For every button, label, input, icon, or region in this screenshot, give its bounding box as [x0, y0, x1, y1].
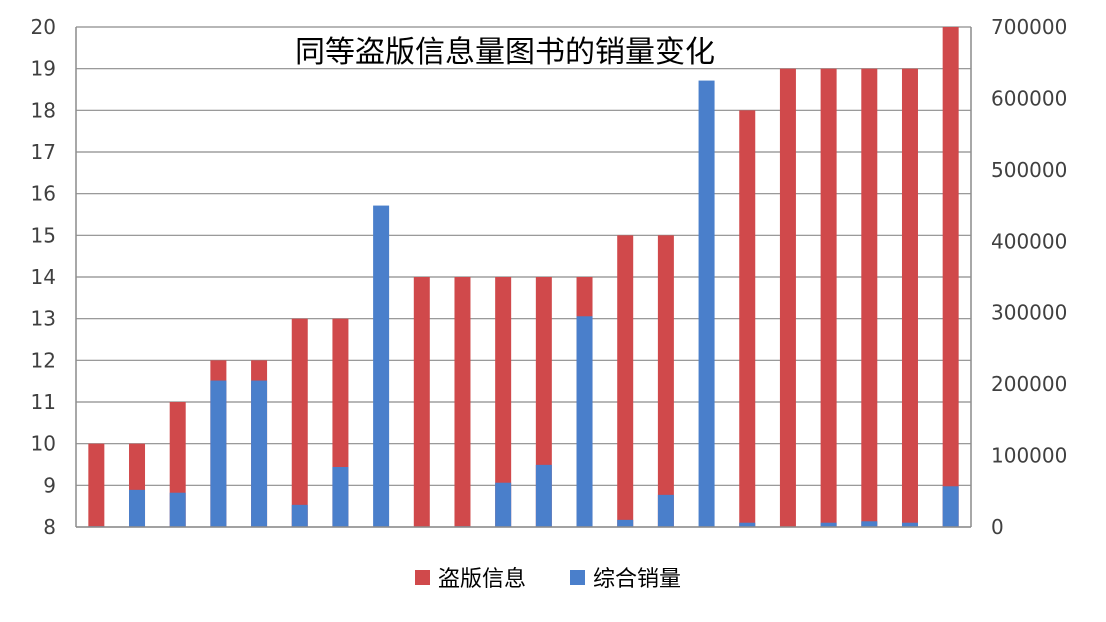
- bar-sales: [657, 494, 674, 527]
- bar-sales: [739, 522, 756, 527]
- right-axis-tick-label: 0: [991, 515, 1004, 539]
- left-axis-tick-label: 16: [31, 182, 56, 206]
- bar-sales: [332, 467, 349, 527]
- bar-piracy: [942, 27, 959, 527]
- axes: 8 9 10 11 12 13 14 15 16 17 18 19 20 0 100000 200000 300…: [31, 15, 1068, 539]
- left-axis-tick-label: 11: [31, 390, 56, 414]
- left-axis-tick-label: 17: [31, 140, 56, 164]
- bar-piracy: [495, 277, 512, 527]
- chart-title: 同等盗版信息量图书的销量变化: [295, 35, 715, 70]
- bar-sales: [901, 522, 918, 527]
- legend-label-sales: 综合销量: [593, 567, 681, 592]
- left-axis-tick-label: 8: [43, 515, 56, 539]
- bar-piracy: [657, 235, 674, 528]
- right-axis-tick-label: 600000: [991, 86, 1067, 110]
- bar-sales: [820, 522, 837, 527]
- legend: 盗版信息 综合销量: [415, 567, 681, 592]
- bar-piracy: [413, 277, 430, 527]
- bar-piracy: [820, 68, 837, 528]
- left-axis-tick-label: 19: [31, 57, 56, 81]
- bar-sales: [861, 521, 878, 527]
- left-axis-tick-label: 18: [31, 98, 56, 122]
- bar-piracy: [617, 235, 634, 528]
- bar-sales: [210, 380, 227, 527]
- bar-piracy: [291, 318, 308, 527]
- bar-sales: [495, 482, 512, 527]
- bar-sales: [291, 504, 308, 527]
- bar-sales: [698, 80, 715, 528]
- bar-piracy: [88, 443, 105, 527]
- left-axis-tick-label: 12: [31, 348, 56, 372]
- left-axis-tick-label: 20: [31, 15, 56, 39]
- gridlines: [76, 26, 971, 528]
- left-axis-tick-label: 13: [31, 307, 56, 331]
- right-axis-tick-label: 300000: [991, 301, 1067, 325]
- right-axis-tick-label: 700000: [991, 15, 1067, 39]
- bar-piracy: [454, 277, 471, 527]
- bar-sales: [129, 489, 146, 527]
- bar-piracy: [861, 68, 878, 528]
- bar-sales: [251, 380, 268, 527]
- bar-sales: [617, 519, 634, 527]
- left-axis-tick-label: 15: [31, 223, 56, 247]
- bar-sales: [373, 205, 390, 528]
- bar-sales: [942, 486, 959, 527]
- bars: [88, 27, 959, 528]
- left-axis-tick-label: 10: [31, 432, 56, 456]
- bar-sales: [535, 464, 552, 527]
- right-axis-tick-label: 100000: [991, 444, 1067, 468]
- left-axis-tick-label: 14: [31, 265, 56, 289]
- bar-piracy: [535, 277, 552, 527]
- legend-swatch-piracy: [415, 570, 430, 585]
- legend-label-piracy: 盗版信息: [438, 567, 526, 592]
- bar-piracy: [901, 68, 918, 528]
- bar-piracy: [779, 68, 796, 528]
- left-axis-tick-label: 9: [43, 473, 56, 497]
- right-axis-tick-label: 500000: [991, 158, 1067, 182]
- bar-piracy: [739, 110, 756, 527]
- legend-swatch-sales: [570, 570, 585, 585]
- bar-sales: [169, 492, 186, 527]
- right-axis-tick-label: 200000: [991, 372, 1067, 396]
- right-axis-tick-label: 400000: [991, 229, 1067, 253]
- bar-sales: [576, 316, 593, 527]
